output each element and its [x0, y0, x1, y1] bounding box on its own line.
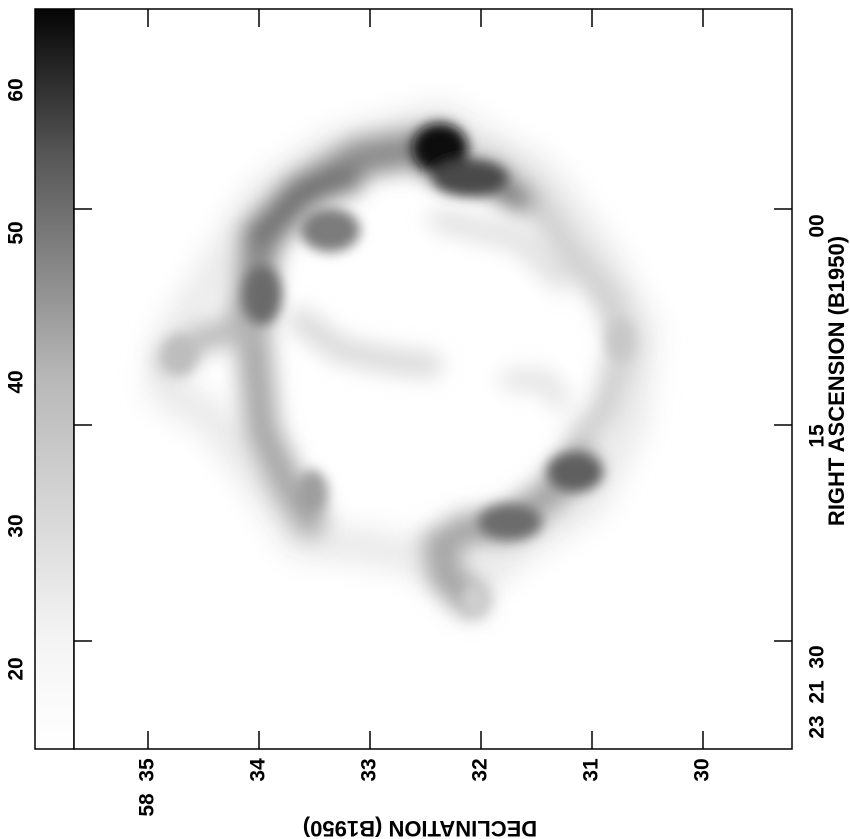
map-frame — [73, 8, 793, 750]
declination-tick-label: 30 — [691, 758, 714, 781]
ra-tick-label: 00 — [806, 214, 829, 237]
colorbar — [34, 8, 75, 750]
declination-tick-label: 33 — [358, 758, 381, 781]
colorbar-tick-label: 60 — [5, 78, 28, 101]
emission-knots — [164, 123, 634, 616]
colorbar-tick-label: 30 — [5, 514, 28, 537]
colorbar-tick-label: 50 — [5, 221, 28, 244]
colorbar-tick-label: 40 — [5, 370, 28, 393]
ra-tick-marks — [74, 208, 792, 642]
emission-envelope — [149, 103, 656, 604]
colorbar-tick-labels: 20 30 40 50 60 — [5, 78, 28, 680]
ra-tick-label: 15 — [806, 424, 829, 448]
ra-labels: 00 15 RIGHT ASCENSION (B1950) 23 21 30 — [806, 214, 849, 738]
declination-degree-label: 58 — [136, 793, 159, 817]
declination-tick-marks — [147, 9, 704, 749]
declination-tick-label: 35 — [136, 758, 159, 782]
colorbar-gradient — [35, 9, 74, 749]
colorbar-tick-label: 20 — [5, 657, 28, 680]
declination-tick-label: 34 — [247, 758, 270, 782]
declination-axis-title: DECLINATION (B1950) — [303, 816, 537, 839]
map-image — [74, 9, 792, 749]
declination-tick-label: 32 — [469, 758, 492, 781]
declination-tick-labels: 58 35 34 33 32 31 30 — [136, 758, 714, 817]
ra-axis-title: RIGHT ASCENSION (B1950) — [824, 236, 849, 526]
ra-hour-min-label: 23 21 30 — [806, 645, 829, 738]
declination-tick-label: 31 — [580, 758, 603, 782]
